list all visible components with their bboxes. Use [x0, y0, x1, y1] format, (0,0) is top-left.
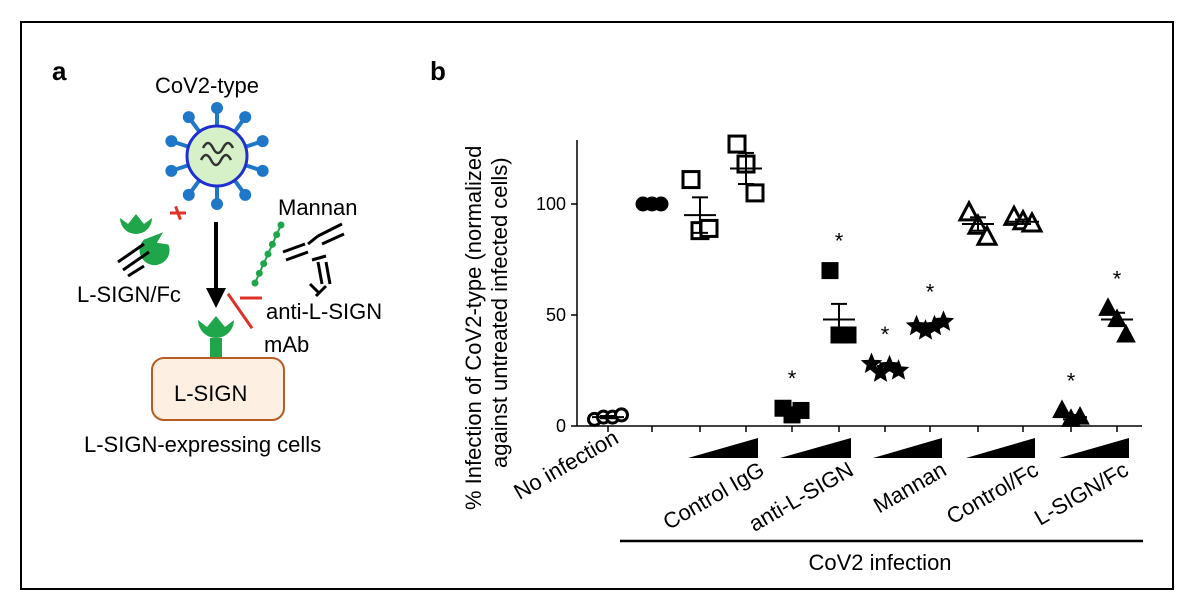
mannan-chain-icon	[251, 221, 285, 287]
significance-star: *	[1113, 266, 1122, 291]
significance-star: *	[881, 322, 890, 347]
data-point	[681, 170, 701, 190]
y-axis-title-line2: against untreated infected cells)	[487, 157, 512, 468]
data-point	[821, 262, 839, 280]
data-point	[957, 199, 981, 222]
group-label: CoV2 infection	[808, 550, 951, 575]
receptor-icon	[198, 316, 234, 360]
arrow-down-icon	[206, 222, 226, 308]
cells-label: L-SIGN-expressing cells	[84, 432, 321, 457]
y-ticks: 0 50 100	[536, 194, 577, 436]
dose-ramp	[966, 438, 1035, 458]
significance-star: *	[788, 366, 797, 391]
virus-icon	[165, 102, 269, 210]
inhibition-bar-icon	[170, 205, 186, 221]
inhibition-bar-icon	[226, 292, 262, 330]
cell-icon	[151, 357, 285, 421]
panel-a: a CoV2-type L-SIGN/Fc Mannan	[52, 56, 382, 457]
x-ticks	[607, 426, 1118, 432]
dose-ramp	[780, 438, 851, 458]
data-point	[1098, 297, 1118, 316]
data-point	[727, 134, 747, 154]
y-tick-label: 100	[536, 194, 566, 214]
antibody-icon	[282, 222, 345, 298]
lsign-fc-label: L-SIGN/Fc	[77, 282, 181, 307]
mab-label-1: anti-L-SIGN	[266, 299, 382, 324]
mab-label-2: mAb	[264, 332, 309, 357]
data-point	[745, 183, 765, 203]
mean-sem-bars	[592, 151, 1133, 421]
data-point	[887, 359, 910, 380]
significance-star: *	[1067, 368, 1076, 393]
y-axis-title-line1: % Infection of CoV2-type (normalized	[461, 146, 486, 510]
figure-border	[20, 21, 1174, 590]
data-point	[699, 218, 719, 238]
data-point	[1116, 323, 1136, 343]
virus-label: CoV2-type	[155, 73, 259, 98]
panel-a-label: a	[52, 56, 67, 86]
dose-ramp	[688, 438, 758, 458]
y-tick-label: 0	[556, 416, 566, 436]
significance-star: *	[926, 280, 935, 305]
data-point	[975, 224, 999, 246]
y-tick-label: 50	[546, 305, 566, 325]
dose-ramp	[1059, 438, 1129, 458]
significance-marks: * * * * * *	[788, 229, 1122, 394]
receptor-label: L-SIGN	[174, 381, 247, 406]
data-point	[614, 407, 629, 423]
dose-ramps	[688, 438, 1129, 458]
mannan-label: Mannan	[278, 195, 358, 220]
panel-b-label: b	[430, 56, 446, 86]
significance-star: *	[835, 229, 844, 254]
dose-ramp	[873, 438, 942, 458]
lsign-fc-icon	[117, 214, 170, 278]
